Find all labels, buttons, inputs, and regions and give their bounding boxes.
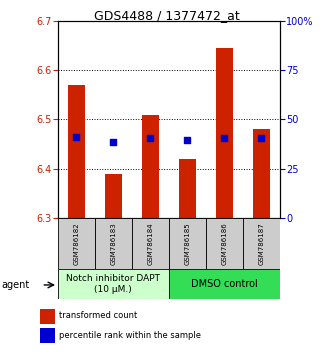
- Bar: [58, 218, 95, 269]
- Text: transformed count: transformed count: [60, 312, 138, 320]
- Text: percentile rank within the sample: percentile rank within the sample: [60, 331, 202, 339]
- Text: GSM786183: GSM786183: [110, 222, 117, 265]
- Text: GSM786182: GSM786182: [73, 222, 79, 265]
- Point: [148, 135, 153, 141]
- Text: agent: agent: [2, 280, 30, 290]
- Text: Notch inhibitor DAPT
(10 μM.): Notch inhibitor DAPT (10 μM.): [67, 274, 160, 294]
- Text: GSM786186: GSM786186: [221, 222, 227, 265]
- Bar: [179, 159, 196, 218]
- Bar: [40, 328, 55, 343]
- Bar: [169, 269, 280, 299]
- Bar: [132, 218, 169, 269]
- Text: DMSO control: DMSO control: [191, 279, 258, 289]
- Bar: [243, 218, 280, 269]
- Text: GSM786187: GSM786187: [258, 222, 264, 265]
- Point: [221, 135, 227, 141]
- Bar: [95, 218, 132, 269]
- Point: [111, 139, 116, 144]
- Bar: [206, 218, 243, 269]
- Bar: [105, 173, 122, 218]
- Bar: [169, 218, 206, 269]
- Point: [259, 135, 264, 141]
- Bar: [142, 115, 159, 218]
- Bar: [58, 269, 169, 299]
- Bar: [253, 129, 269, 218]
- Text: GSM786184: GSM786184: [147, 222, 153, 265]
- Text: GSM786185: GSM786185: [184, 222, 190, 265]
- Bar: [216, 48, 233, 218]
- Point: [74, 134, 79, 139]
- Bar: [40, 309, 55, 324]
- Text: GDS4488 / 1377472_at: GDS4488 / 1377472_at: [94, 9, 240, 22]
- Bar: [68, 85, 85, 218]
- Point: [185, 137, 190, 143]
